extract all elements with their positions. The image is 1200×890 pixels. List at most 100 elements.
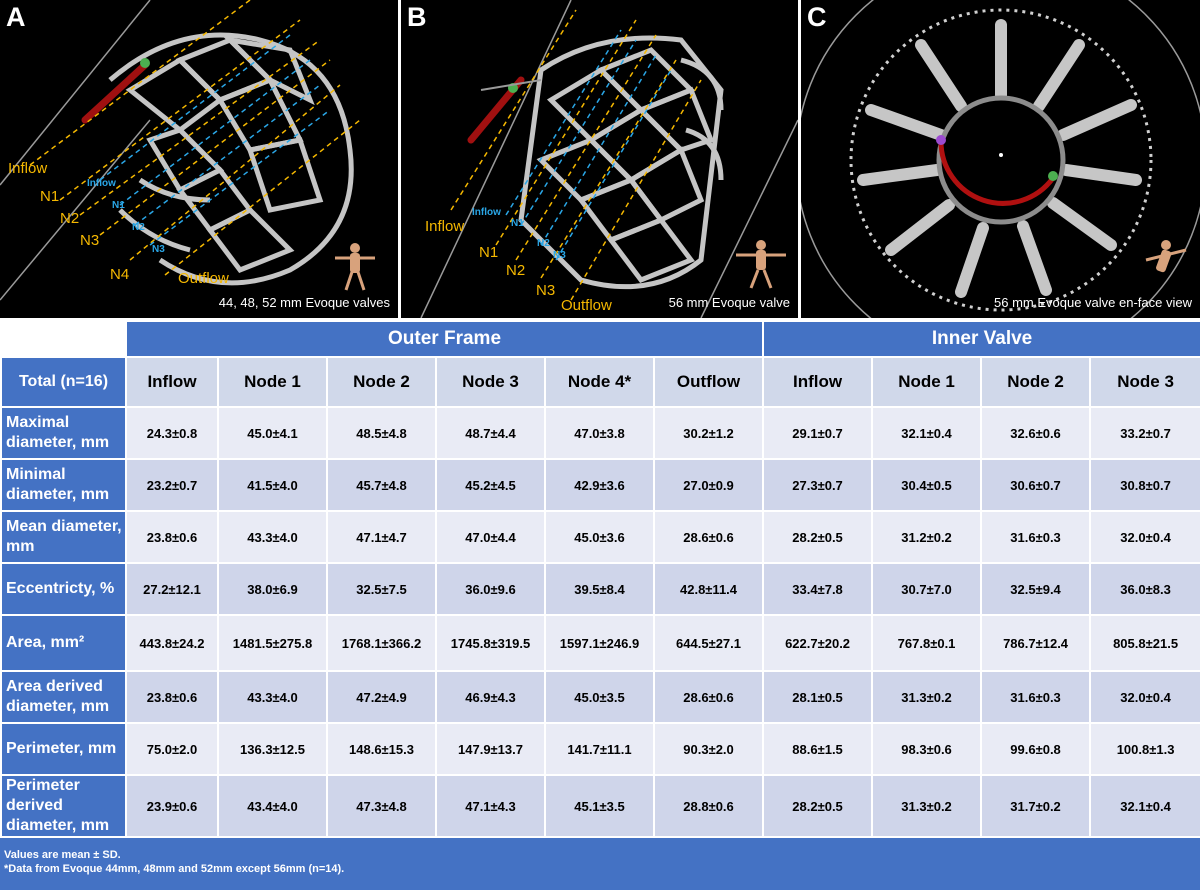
table-cell: 42.8±11.4 [652,562,765,616]
label-n4: N4 [110,266,130,283]
table-cell: 31.6±0.3 [980,670,1092,724]
label-blue-n1: N1 [112,200,125,211]
table-cell: 45.2±4.5 [435,458,546,512]
label-blue-inflow: Inflow [472,207,501,218]
row-label: Area derived diameter, mm [0,670,127,724]
table-cell: 39.5±8.4 [544,562,655,616]
table-cell: 42.9±3.6 [544,458,655,512]
image-panels: Inflow N1 N2 N3 N4 Outflow Inflow N1 N2 … [0,0,1200,318]
table-cell: 32.6±0.6 [980,406,1092,460]
table-cell: 147.9±13.7 [435,722,546,776]
column-header: Node 1 [217,356,328,408]
label-inflow: Inflow [425,218,465,235]
table-cell: 36.0±9.6 [435,562,546,616]
measurements-table: Outer Frame Inner Valve Total (n=16) Inf… [0,320,1200,838]
label-blue-n3: N3 [152,244,165,255]
footnote-data-source: *Data from Evoque 44mm, 48mm and 52mm ex… [4,863,345,875]
table-cell: 31.6±0.3 [980,510,1092,564]
table-cell: 30.6±0.7 [980,458,1092,512]
table-cell: 148.6±15.3 [326,722,437,776]
table-cell: 27.2±12.1 [125,562,219,616]
table-cell: 36.0±8.3 [1089,562,1200,616]
table-row: Perimeter derived diameter, mm 23.9±0.6 43… [0,774,1200,838]
table-cell: 45.0±3.6 [544,510,655,564]
table-cell: 786.7±12.4 [980,614,1092,672]
table-cell: 47.0±4.4 [435,510,546,564]
table-cell: 43.3±4.0 [217,510,328,564]
table-cell: 48.7±4.4 [435,406,546,460]
valve-side-image-b [420,0,798,318]
table-cell: 1597.1±246.9 [544,614,655,672]
panel-b: Inflow N1 N2 N3 Outflow Inflow N1 N2 N3 … [401,0,798,318]
table-cell: 805.8±21.5 [1089,614,1200,672]
table-cell: 767.8±0.1 [871,614,983,672]
column-header: Inflow [125,356,219,408]
table-row: Area derived diameter, mm 23.8±0.6 43.3±4.… [0,670,1200,724]
label-blue-n2: N2 [132,222,145,233]
label-n1: N1 [40,188,60,205]
column-header: Node 4* [544,356,655,408]
table-cell: 33.4±7.8 [762,562,874,616]
column-header: Node 3 [1089,356,1200,408]
group-inner-valve: Inner Valve [762,320,1200,358]
table-cell: 443.8±24.2 [125,614,219,672]
blank-corner [0,320,127,358]
table-cell: 622.7±20.2 [762,614,874,672]
table-row: Mean diameter, mm 23.8±0.6 43.3±4.0 47.1±4.… [0,510,1200,564]
column-header: Outflow [652,356,765,408]
table-cell: 75.0±2.0 [125,722,219,776]
table-cell: 28.2±0.5 [762,510,874,564]
table-cell: 31.3±0.2 [871,670,983,724]
table-cell: 43.4±4.0 [217,774,328,838]
table-cell: 31.2±0.2 [871,510,983,564]
row-label: Maximal diameter, mm [0,406,127,460]
table-cell: 45.0±4.1 [217,406,328,460]
table-cell: 98.3±0.6 [871,722,983,776]
header-total: Total (n=16) [0,356,127,408]
table-cell: 644.5±27.1 [652,614,765,672]
panel-c: C 56 mm Evoque valve en-face view [801,0,1200,318]
row-label: Perimeter derived diameter, mm [0,774,127,838]
label-outflow: Outflow [178,270,229,287]
panel-letter-b: B [407,2,427,32]
table-cell: 30.7±7.0 [871,562,983,616]
row-label: Perimeter, mm [0,722,127,776]
panel-caption-b: 56 mm Evoque valve [668,295,790,310]
table-cell: 30.4±0.5 [871,458,983,512]
label-n1: N1 [479,244,499,261]
table-cell: 90.3±2.0 [652,722,765,776]
label-inflow: Inflow [8,160,48,177]
column-header: Node 1 [871,356,983,408]
table-cell: 32.0±0.4 [1089,510,1200,564]
table-cell: 31.7±0.2 [980,774,1092,838]
table-cell: 32.5±9.4 [980,562,1092,616]
footnote-mean-sd: Values are mean ± SD. [4,849,121,861]
table-cell: 27.3±0.7 [762,458,874,512]
group-outer-frame: Outer Frame [124,320,765,358]
row-label: Minimal diameter, mm [0,458,127,512]
table-row: Area, mm² 443.8±24.2 1481.5±275.8 1768.1±36… [0,614,1200,672]
table-cell: 23.9±0.6 [125,774,219,838]
table-cell: 28.2±0.5 [762,774,874,838]
label-blue-inflow: Inflow [87,178,116,189]
table-cell: 47.1±4.3 [435,774,546,838]
table-row: Perimeter, mm 75.0±2.0 136.3±12.5 148.6±15.… [0,722,1200,776]
table-cell: 88.6±1.5 [762,722,874,776]
table-cell: 28.8±0.6 [652,774,765,838]
table-cell: 47.0±3.8 [544,406,655,460]
column-header-row: Total (n=16) Inflow Node 1 Node 2 Node 3… [0,356,1200,408]
label-n2: N2 [506,262,526,279]
table-cell: 43.3±4.0 [217,670,328,724]
table-cell: 1768.1±366.2 [326,614,437,672]
table-cell: 30.2±1.2 [652,406,765,460]
table-cell: 141.7±11.1 [544,722,655,776]
panel-caption-c: 56 mm Evoque valve en-face view [994,295,1192,310]
panel-caption-a: 44, 48, 52 mm Evoque valves [218,295,390,310]
valve-side-image-a [0,0,375,301]
row-label: Area, mm² [0,614,127,672]
table-cell: 1481.5±275.8 [217,614,328,672]
column-header: Node 2 [326,356,437,408]
label-outflow: Outflow [561,297,612,314]
label-blue-n2: N2 [537,238,550,249]
table-cell: 45.1±3.5 [544,774,655,838]
